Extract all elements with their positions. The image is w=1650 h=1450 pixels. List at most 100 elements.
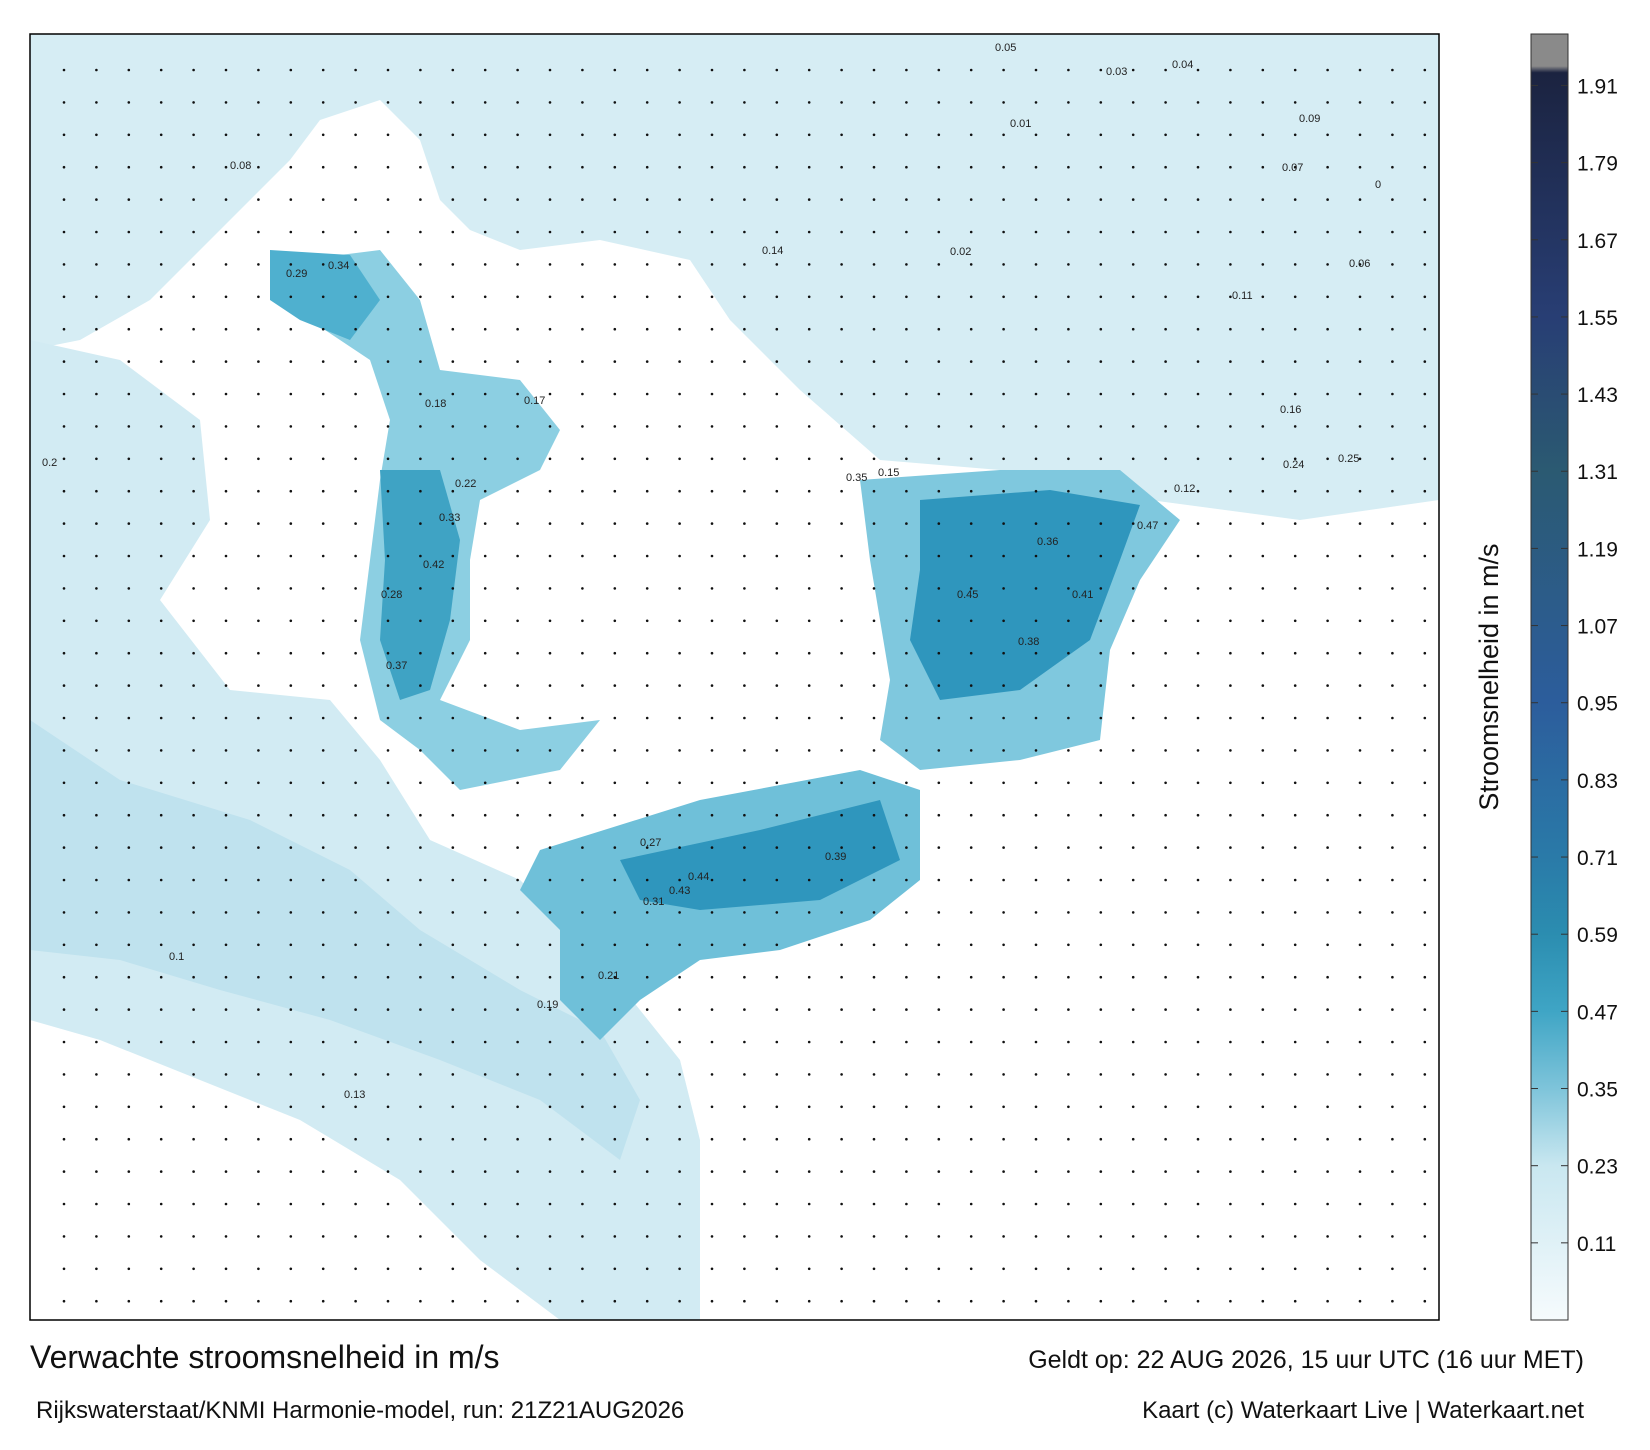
grid-dot <box>1002 522 1005 525</box>
grid-dot <box>937 975 941 979</box>
grid-dot <box>127 684 131 687</box>
grid-dot <box>1196 68 1200 72</box>
grid-dot <box>743 1235 746 1238</box>
grid-dot <box>581 1073 584 1076</box>
grid-dot <box>159 101 163 104</box>
grid-dot <box>1391 1105 1394 1109</box>
grid-dot <box>516 457 519 461</box>
grid-dot <box>807 230 811 234</box>
grid-dot <box>1293 101 1297 104</box>
grid-dot <box>1034 846 1038 849</box>
grid-dot <box>192 1235 195 1238</box>
grid-dot <box>937 1105 941 1109</box>
grid-dot <box>1423 781 1427 785</box>
grid-dot <box>840 587 843 590</box>
colorbar-tick-label: 0.35 <box>1577 1079 1618 1102</box>
grid-dot <box>581 878 584 882</box>
grid-dot <box>192 425 195 428</box>
grid-dot <box>321 1137 325 1141</box>
grid-dot <box>1358 587 1362 590</box>
grid-dot <box>192 1105 195 1109</box>
grid-dot <box>516 846 519 849</box>
grid-dot <box>1067 1137 1070 1141</box>
grid-dot <box>743 392 746 396</box>
grid-dot <box>419 1137 422 1141</box>
grid-dot <box>678 1202 681 1206</box>
grid-dot <box>1326 878 1329 882</box>
grid-dot <box>1067 846 1070 849</box>
grid-dot <box>451 425 455 428</box>
grid-dot <box>1229 1170 1232 1173</box>
grid-dot <box>483 133 487 137</box>
grid-dot <box>1326 749 1329 752</box>
grid-dot <box>775 165 779 169</box>
grid-dot <box>645 911 649 914</box>
grid-dot <box>1164 1202 1167 1206</box>
grid-dot <box>710 1235 714 1238</box>
grid-dot <box>257 263 260 266</box>
grid-dot <box>127 133 131 137</box>
grid-dot <box>613 68 617 72</box>
grid-dot <box>386 425 390 428</box>
grid-dot <box>1164 813 1167 817</box>
grid-dot <box>354 425 357 428</box>
grid-dot <box>613 619 617 623</box>
grid-dot <box>257 1235 260 1238</box>
grid-dot <box>62 1105 66 1109</box>
grid-dot <box>1423 878 1427 882</box>
grid-dot <box>516 295 519 299</box>
grid-dot <box>1099 749 1103 752</box>
grid-dot <box>1002 1267 1005 1271</box>
grid-dot <box>1164 101 1167 104</box>
grid-dot <box>127 457 131 461</box>
grid-dot <box>354 295 357 299</box>
colorbar-tick-label: 0.47 <box>1577 1001 1618 1024</box>
grid-dot <box>1164 1105 1167 1109</box>
grid-dot <box>159 716 163 720</box>
grid-dot <box>1358 68 1362 72</box>
grid-dot <box>1358 911 1362 914</box>
current-label: 0.2 <box>42 457 57 469</box>
grid-dot <box>548 133 552 137</box>
grid-dot <box>581 813 584 817</box>
grid-dot <box>1293 165 1297 169</box>
grid-dot <box>419 133 422 137</box>
grid-dot <box>62 911 66 914</box>
grid-dot <box>1293 651 1297 655</box>
grid-dot <box>905 749 908 752</box>
grid-dot <box>1326 1105 1329 1109</box>
grid-dot <box>1002 716 1005 720</box>
grid-dot <box>1423 587 1427 590</box>
grid-dot <box>743 943 746 947</box>
grid-dot <box>289 1105 293 1109</box>
grid-dot <box>1099 263 1103 266</box>
grid-dot <box>354 327 357 331</box>
grid-dot <box>62 165 66 169</box>
grid-dot <box>645 230 649 234</box>
grid-dot <box>1391 295 1394 299</box>
grid-dot <box>451 1040 455 1044</box>
grid-dot <box>192 813 195 817</box>
grid-dot <box>1326 101 1329 104</box>
grid-dot <box>937 295 941 299</box>
grid-dot <box>386 133 390 137</box>
grid-dot <box>1131 1170 1135 1173</box>
grid-dot <box>483 716 487 720</box>
grid-dot <box>1067 878 1070 882</box>
grid-dot <box>1034 1073 1038 1076</box>
grid-dot <box>1423 1170 1427 1173</box>
grid-dot <box>289 392 293 396</box>
grid-dot <box>969 587 973 590</box>
grid-dot <box>548 651 552 655</box>
grid-dot <box>840 749 843 752</box>
grid-dot <box>354 943 357 947</box>
grid-dot <box>710 619 714 623</box>
grid-dot <box>840 327 843 331</box>
grid-dot <box>224 457 228 461</box>
grid-dot <box>613 1202 617 1206</box>
grid-dot <box>1131 101 1135 104</box>
grid-dot <box>1326 489 1329 493</box>
grid-dot <box>62 295 66 299</box>
grid-dot <box>483 522 487 525</box>
